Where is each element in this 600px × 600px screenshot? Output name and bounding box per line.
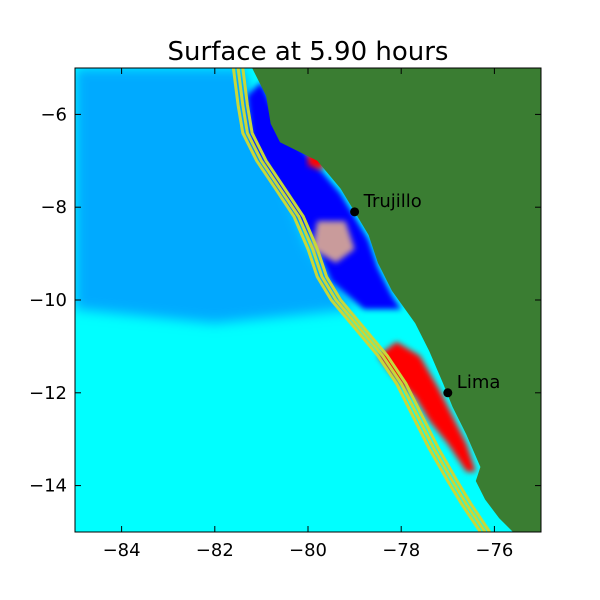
y-tick-label: −10: [29, 290, 67, 311]
chart-title: Surface at 5.90 hours: [168, 37, 449, 67]
city-markers: Trujillo Lima: [350, 191, 501, 398]
x-tick-label: −80: [289, 540, 327, 561]
anomaly-region-crest: [377, 341, 476, 472]
x-axis: −84 −82 −80 −78 −76: [103, 68, 513, 561]
city-marker-dot: [443, 388, 453, 398]
y-axis: −6 −8 −10 −12 −14: [29, 104, 541, 497]
anomaly-region-anomaly: [312, 221, 355, 263]
y-tick-label: −8: [40, 197, 67, 218]
depth-contour-line: [236, 68, 487, 532]
city-label: Lima: [457, 372, 501, 393]
y-tick-label: −12: [29, 383, 67, 404]
city-marker-dot: [350, 207, 360, 217]
depth-contours: [231, 68, 491, 532]
x-tick-label: −84: [103, 540, 141, 561]
land-mass: [252, 68, 541, 532]
x-tick-label: −78: [382, 540, 420, 561]
depth-contour-line: [231, 68, 482, 532]
y-tick-label: −6: [40, 104, 67, 125]
x-tick-label: −76: [475, 540, 513, 561]
city-label: Trujillo: [363, 191, 422, 212]
plot-area: [75, 68, 541, 532]
anomaly-region-mid: [75, 68, 355, 324]
x-tick-label: −82: [196, 540, 234, 561]
y-tick-label: −14: [29, 476, 67, 497]
depth-contour-line: [241, 68, 491, 532]
